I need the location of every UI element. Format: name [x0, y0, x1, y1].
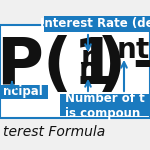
Text: $\mathbf{n}$: $\mathbf{n}$ — [78, 57, 98, 84]
Bar — [0, 85, 48, 99]
Bar — [0, 25, 150, 118]
Text: Number of t
is compoun: Number of t is compoun — [65, 92, 145, 120]
Text: $\mathbf{nt}$: $\mathbf{nt}$ — [116, 36, 150, 63]
Text: terest Formula: terest Formula — [3, 125, 105, 139]
Text: $\mathbf{)}$: $\mathbf{)}$ — [96, 35, 122, 97]
Text: Interest Rate (de: Interest Rate (de — [40, 18, 150, 30]
Bar — [60, 94, 150, 116]
Text: ncipal: ncipal — [3, 85, 43, 99]
Bar — [44, 16, 150, 32]
Text: $\mathbf{P(1+}$: $\mathbf{P(1+}$ — [0, 35, 150, 97]
Text: $\mathbf{r}$: $\mathbf{r}$ — [80, 45, 96, 72]
